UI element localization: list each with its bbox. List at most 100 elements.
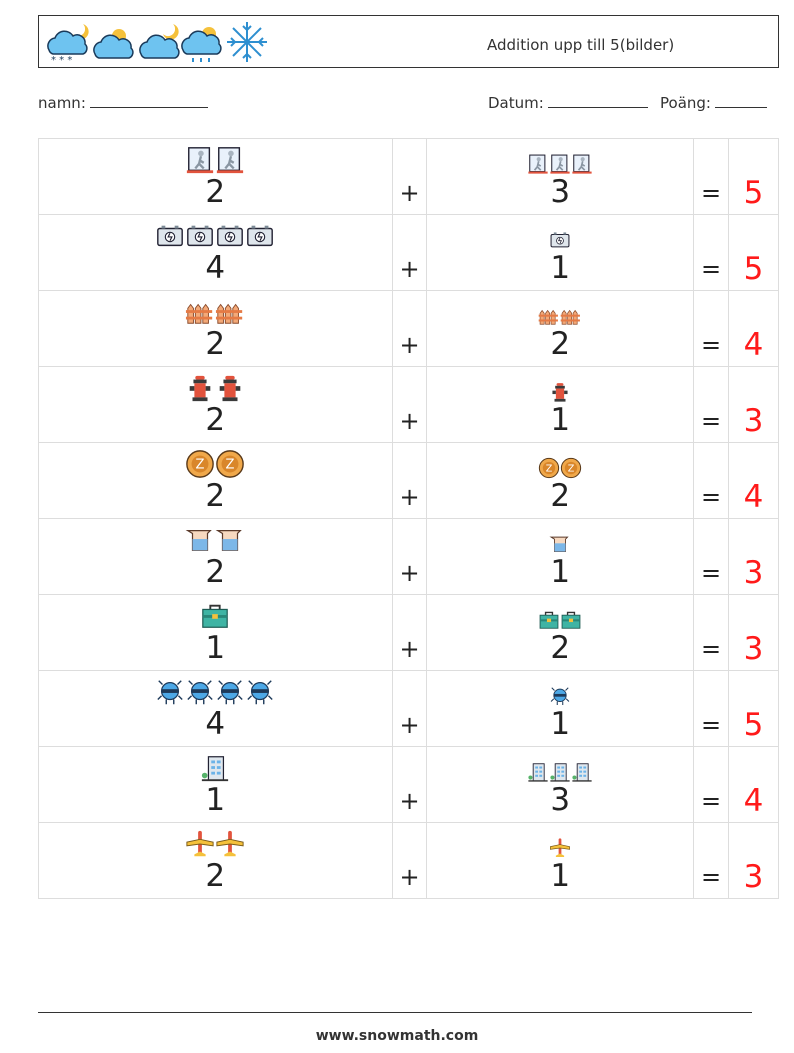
airplane-icon <box>215 830 245 859</box>
plus-sign: + <box>399 711 420 739</box>
beaker-icon <box>215 530 245 555</box>
answer-cell: 4 <box>728 442 779 519</box>
building-icon <box>200 756 230 783</box>
problem-row: Z Z 2 + Z Z 2 = 4 <box>38 442 779 519</box>
equals-sign: = <box>701 407 722 435</box>
addend-b: 1 <box>550 250 571 286</box>
beaker-icon <box>185 530 215 555</box>
equals-cell: = <box>693 822 730 899</box>
answer-cell: 5 <box>728 214 779 291</box>
svg-text:Z: Z <box>196 458 205 473</box>
equals-sign: = <box>701 787 722 815</box>
bug-robot-icon <box>549 687 571 707</box>
weather-icons: * * * <box>47 22 267 64</box>
date-label: Datum: <box>488 94 544 112</box>
coin-icon: Z <box>185 450 215 479</box>
addend-b-cell: 1 <box>426 670 695 747</box>
answer-cell: 3 <box>728 518 779 595</box>
equals-cell: = <box>693 442 730 519</box>
fire-hydrant-icon <box>185 375 215 403</box>
addend-a-pictures <box>39 373 392 405</box>
score-line <box>714 94 767 108</box>
answer: 5 <box>743 707 764 743</box>
addend-b-cell: 3 <box>426 138 695 215</box>
plus-sign: + <box>399 255 420 283</box>
plus-cell: + <box>391 214 428 291</box>
equals-cell: = <box>693 670 730 747</box>
exit-door-icon <box>185 147 215 175</box>
airplane-icon <box>549 838 571 859</box>
addend-a-pictures <box>39 221 392 253</box>
addend-b: 1 <box>550 554 571 590</box>
problem-row: 4 +1 = 5 <box>38 670 779 747</box>
problem-row: 4 +1 = 5 <box>38 214 779 291</box>
answer-cell: 5 <box>728 138 779 215</box>
answer: 4 <box>743 479 764 515</box>
addend-b: 2 <box>550 630 571 666</box>
addend-a-pictures <box>39 297 392 329</box>
equals-cell: = <box>693 746 730 823</box>
snowflake-icon <box>227 22 267 62</box>
exit-door-icon <box>571 154 593 175</box>
addend-a-pictures <box>39 601 392 633</box>
cloud-moon-snow-icon: * * * <box>47 24 89 64</box>
addend-b: 3 <box>550 782 571 818</box>
addend-a: 2 <box>205 478 226 514</box>
footer-url: www.snowmath.com <box>315 1028 479 1044</box>
addend-b-cell: 3 <box>426 746 695 823</box>
answer-cell: 5 <box>728 670 779 747</box>
building-icon <box>571 763 593 783</box>
problem-row: 2 +3 = 5 <box>38 138 779 215</box>
plus-sign: + <box>399 483 420 511</box>
addend-b-pictures <box>427 761 693 793</box>
fence-icon <box>560 308 582 327</box>
answer-cell: 3 <box>728 594 779 671</box>
addend-b: 1 <box>550 402 571 438</box>
addend-b-pictures <box>427 685 693 717</box>
addend-a: 2 <box>205 554 226 590</box>
svg-text:Z: Z <box>568 463 575 474</box>
fire-hydrant-icon <box>549 383 571 403</box>
problem-row: 1 +2 = 3 <box>38 594 779 671</box>
equals-cell: = <box>693 214 730 291</box>
plus-sign: + <box>399 179 420 207</box>
battery-icon <box>215 225 245 251</box>
addend-a-pictures <box>39 829 392 861</box>
battery-icon <box>185 225 215 251</box>
addend-a-pictures <box>39 525 392 557</box>
addend-b-pictures <box>427 381 693 413</box>
toolbox-icon <box>560 611 582 631</box>
addend-b: 3 <box>550 174 571 210</box>
equals-sign: = <box>701 559 722 587</box>
addend-b-cell: 1 <box>426 518 695 595</box>
coin-icon: Z <box>560 457 582 479</box>
plus-cell: + <box>391 594 428 671</box>
addend-b-cell: 1 <box>426 214 695 291</box>
addend-b-cell: 1 <box>426 822 695 899</box>
addend-a: 2 <box>205 402 226 438</box>
equals-sign: = <box>701 863 722 891</box>
toolbox-icon <box>200 604 230 631</box>
plus-sign: + <box>399 787 420 815</box>
answer: 3 <box>743 403 764 439</box>
plus-sign: + <box>399 407 420 435</box>
addend-a-cell: 1 <box>38 594 393 671</box>
toolbox-icon <box>538 611 560 631</box>
answer: 5 <box>743 251 764 287</box>
equals-sign: = <box>701 179 722 207</box>
addend-a-cell: 2 <box>38 290 393 367</box>
coin-icon: Z <box>538 457 560 479</box>
addend-a-cell: 4 <box>38 214 393 291</box>
name-label: namn: <box>38 94 86 112</box>
addend-a: 2 <box>205 858 226 894</box>
plus-sign: + <box>399 559 420 587</box>
addend-b: 2 <box>550 478 571 514</box>
problem-row: 1 +3 = 4 <box>38 746 779 823</box>
fence-icon <box>185 303 215 327</box>
name-line <box>89 94 208 108</box>
addend-b-pictures <box>427 153 693 185</box>
equals-cell: = <box>693 290 730 367</box>
